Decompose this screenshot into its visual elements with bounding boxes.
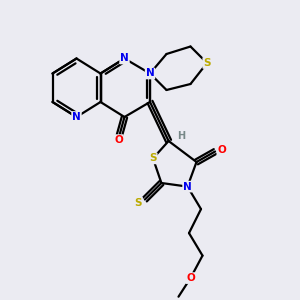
Text: O: O [186, 273, 195, 283]
Text: S: S [203, 58, 211, 68]
Text: H: H [177, 130, 185, 141]
Text: S: S [135, 197, 142, 208]
Text: N: N [146, 68, 154, 79]
Text: O: O [114, 135, 123, 145]
Text: N: N [72, 112, 81, 122]
Text: S: S [149, 153, 157, 164]
Text: N: N [183, 182, 192, 192]
Text: O: O [217, 145, 226, 155]
Text: N: N [120, 53, 129, 64]
